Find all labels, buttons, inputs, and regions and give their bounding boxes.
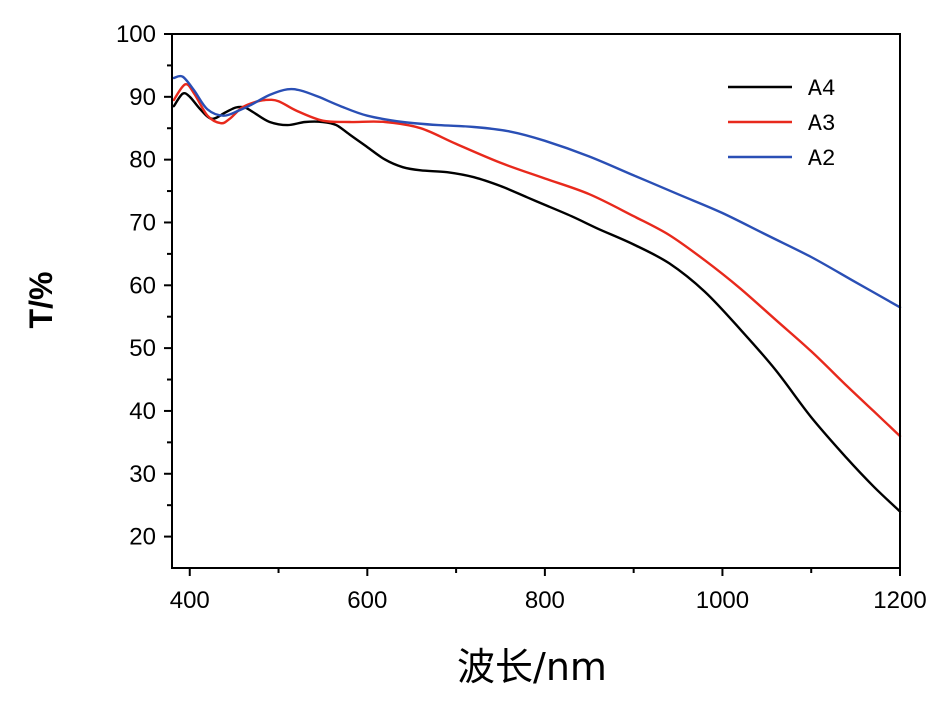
y-tick-label-100: 100: [116, 21, 156, 48]
y-tick-label-90: 90: [129, 84, 156, 111]
series-line-a4: [172, 91, 902, 513]
series-line-a2: [172, 74, 902, 309]
ticks-layer: 400 600 800 1000 1200 20 30 40 50 60 70 80 90 100: [116, 21, 927, 614]
y-tick-label-40: 40: [129, 398, 156, 425]
series-layer: [172, 74, 902, 513]
series-line-a3: [172, 82, 902, 438]
x-tick-label-800: 800: [525, 587, 565, 614]
y-axis-label: T/%: [23, 272, 59, 329]
legend: A4 A3 A2: [728, 76, 836, 172]
y-tick-label-50: 50: [129, 335, 156, 362]
y-tick-label-60: 60: [129, 272, 156, 299]
legend-label-a4: A4: [808, 76, 836, 102]
x-tick-label-1200: 1200: [873, 587, 926, 614]
x-axis-label: 波长/nm: [457, 645, 607, 689]
plot-frame: [171, 33, 901, 569]
legend-label-a2: A2: [808, 146, 836, 172]
legend-label-a3: A3: [808, 111, 836, 137]
x-tick-label-1000: 1000: [696, 587, 749, 614]
y-tick-label-80: 80: [129, 147, 156, 174]
y-tick-label-70: 70: [129, 209, 156, 236]
x-tick-label-400: 400: [170, 587, 210, 614]
x-tick-label-600: 600: [347, 587, 387, 614]
y-tick-label-30: 30: [129, 461, 156, 488]
y-tick-label-20: 20: [129, 524, 156, 551]
